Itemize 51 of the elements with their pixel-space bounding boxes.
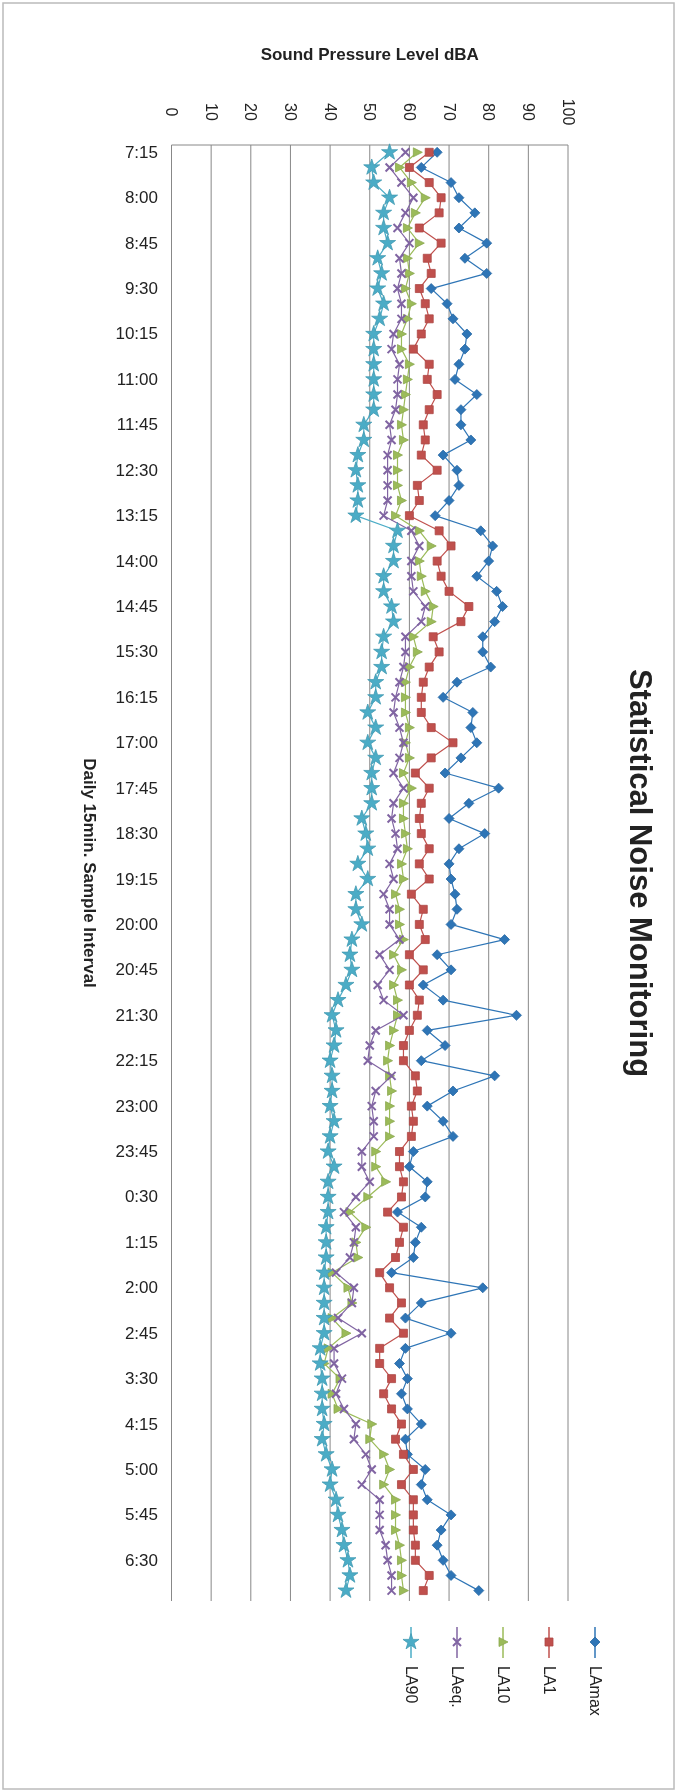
x-tick-label: 90 [519,103,537,121]
y-tick-label: 3:30 [124,1369,158,1389]
y-tick-label: 4:15 [124,1414,158,1434]
legend-label: LAmax [586,1666,604,1716]
legend-label: LA90 [402,1666,420,1704]
y-tick-label: 21:30 [115,1005,158,1025]
y-tick-label: 10:15 [115,324,158,344]
y-tick-label: 20:45 [115,960,158,980]
y-tick-label: 12:30 [115,460,158,480]
x-axis-title: Sound Pressure Level dBA [260,44,479,64]
y-tick-label: 15:30 [115,642,158,662]
y-tick-label: 9:30 [124,279,158,299]
y-tick-label: 23:00 [115,1096,158,1116]
x-tick-label: 80 [480,103,498,121]
y-axis-title: Daily 15min. Sample Interval [79,758,99,988]
y-tick-label: 5:00 [124,1459,158,1479]
y-tick-label: 8:00 [124,188,158,208]
y-tick-label: 19:15 [115,869,158,889]
y-tick-label: 18:30 [115,824,158,844]
y-tick-label: 1:15 [124,1232,158,1252]
x-tick-label: 10 [202,103,220,121]
legend-label: LAeq. [448,1666,466,1708]
y-tick-label: 14:45 [115,597,158,616]
legend-label: LA1 [540,1666,558,1695]
y-tick-label: 0:30 [124,1187,158,1207]
x-tick-label: 30 [281,103,299,121]
x-tick-label: 0 [163,107,180,117]
y-tick-label: 17:00 [115,733,158,753]
y-tick-label: 17:45 [115,778,158,798]
y-tick-label: 6:30 [124,1550,158,1570]
y-tick-label: 11:00 [116,369,158,389]
y-tick-label: 2:00 [124,1278,158,1298]
y-tick-label: 16:15 [115,687,158,707]
y-tick-label: 2:45 [124,1323,158,1343]
y-tick-label: 20:00 [115,914,158,934]
y-tick-label: 11:45 [116,415,158,435]
legend-label: LA10 [494,1666,512,1704]
y-tick-label: 14:00 [115,551,158,571]
y-tick-label: 13:15 [115,506,158,526]
x-tick-label: 70 [440,103,458,121]
text: Statistical Noise Monitoring [622,668,658,1078]
x-tick-label: 40 [321,103,339,121]
y-tick-label: 5:45 [124,1505,158,1525]
x-tick-label: 50 [361,103,379,121]
y-tick-label: 23:45 [115,1142,158,1162]
x-tick-label: 100 [559,98,577,126]
x-tick-label: 60 [400,103,418,121]
y-tick-label: 22:15 [115,1051,158,1071]
y-tick-label: 7:15 [124,142,158,162]
y-tick-label: 8:45 [124,233,158,253]
x-tick-label: 20 [242,103,260,121]
